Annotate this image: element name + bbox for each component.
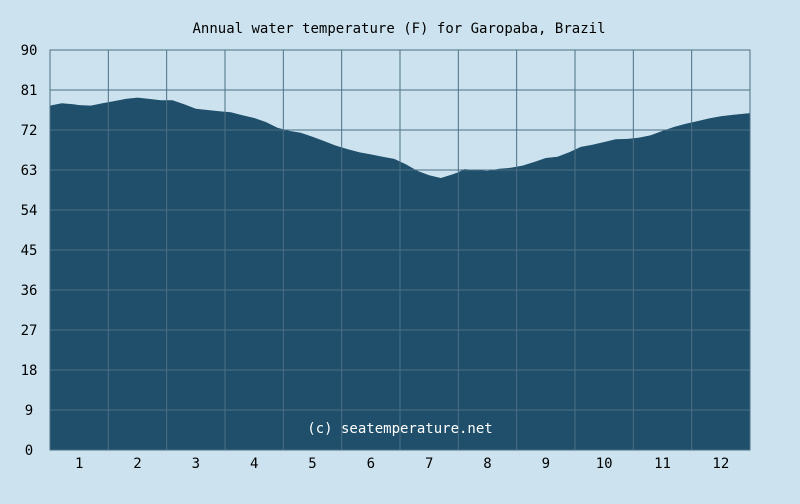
y-tick-label: 63 <box>21 163 38 179</box>
y-tick-label: 81 <box>21 83 38 99</box>
x-tick-label: 11 <box>654 456 671 472</box>
x-tick-label: 3 <box>192 456 200 472</box>
y-tick-label: 72 <box>21 123 38 139</box>
y-tick-label: 54 <box>21 203 38 219</box>
y-tick-label: 36 <box>21 283 38 299</box>
chart-title: Annual water temperature (F) for Garopab… <box>192 21 605 37</box>
y-tick-label: 9 <box>25 403 33 419</box>
y-tick-label: 45 <box>21 243 38 259</box>
x-tick-label: 4 <box>250 456 258 472</box>
x-tick-label: 1 <box>75 456 83 472</box>
y-tick-label: 18 <box>21 363 38 379</box>
x-tick-label: 5 <box>308 456 316 472</box>
y-tick-label: 27 <box>21 323 38 339</box>
x-tick-label: 12 <box>712 456 729 472</box>
watermark: (c) seatemperature.net <box>307 421 492 437</box>
x-tick-label: 7 <box>425 456 433 472</box>
y-tick-label: 0 <box>25 443 33 459</box>
x-tick-label: 2 <box>133 456 141 472</box>
x-tick-label: 10 <box>596 456 613 472</box>
y-tick-label: 90 <box>21 43 38 59</box>
x-tick-label: 8 <box>483 456 491 472</box>
x-tick-label: 9 <box>542 456 550 472</box>
plot-frame <box>49 49 751 451</box>
x-tick-label: 6 <box>367 456 375 472</box>
